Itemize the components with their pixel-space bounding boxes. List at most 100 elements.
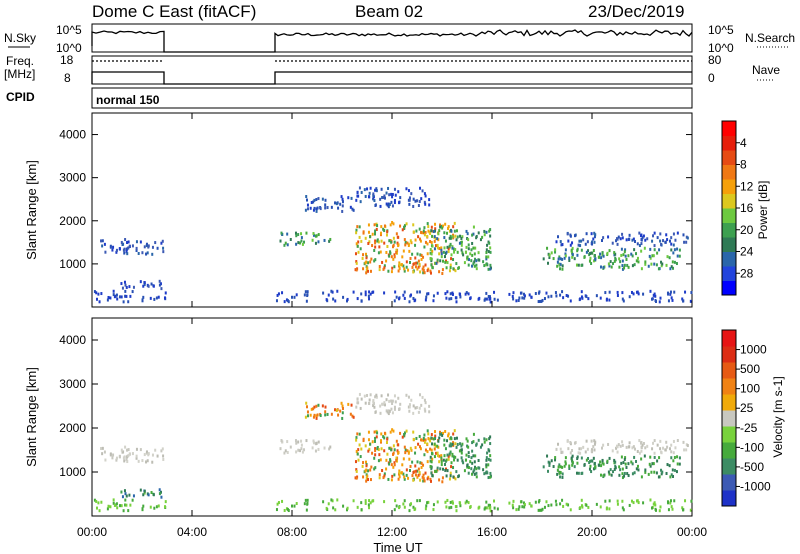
range-gate-cell bbox=[106, 298, 109, 302]
range-gate-cell bbox=[667, 299, 670, 303]
range-gate-cell bbox=[341, 404, 344, 408]
range-gate-cell bbox=[122, 248, 125, 252]
range-gate-cell bbox=[467, 247, 470, 251]
range-gate-cell bbox=[408, 403, 411, 407]
range-gate-cell bbox=[580, 471, 583, 475]
range-gate-cell bbox=[430, 433, 433, 437]
range-gate-cell bbox=[672, 251, 675, 255]
freq-tick-top: 18 bbox=[60, 53, 74, 67]
range-gate-cell bbox=[354, 252, 357, 256]
range-gate-cell bbox=[557, 442, 560, 446]
range-gate-cell bbox=[125, 294, 128, 298]
range-gate-cell bbox=[439, 223, 442, 227]
range-gate-cell bbox=[112, 501, 115, 505]
range-gate-cell bbox=[118, 455, 121, 459]
range-gate-cell bbox=[162, 246, 165, 250]
range-gate-cell bbox=[286, 450, 289, 454]
range-gate-cell bbox=[305, 439, 308, 443]
range-gate-cell bbox=[465, 250, 468, 254]
range-gate-cell bbox=[306, 410, 309, 414]
range-gate-cell bbox=[416, 469, 419, 473]
range-gate-cell bbox=[477, 438, 480, 442]
range-gate-cell bbox=[612, 470, 615, 474]
range-gate-cell bbox=[382, 476, 385, 480]
range-gate-cell bbox=[357, 458, 360, 462]
range-gate-cell bbox=[449, 292, 452, 296]
range-gate-cell bbox=[460, 448, 463, 452]
range-gate-cell bbox=[395, 295, 398, 299]
range-gate-cell bbox=[569, 508, 572, 512]
range-gate-cell bbox=[402, 293, 405, 297]
range-gate-cell bbox=[391, 204, 394, 208]
range-gate-cell bbox=[649, 455, 652, 459]
range-gate-cell bbox=[137, 251, 140, 255]
range-gate-cell bbox=[364, 444, 367, 448]
range-gate-cell bbox=[429, 479, 432, 483]
range-gate-cell bbox=[295, 441, 298, 445]
range-gate-cell bbox=[632, 445, 635, 449]
range-gate-cell bbox=[364, 236, 367, 240]
range-gate-cell bbox=[653, 455, 656, 459]
range-gate-cell bbox=[393, 405, 396, 409]
range-gate-cell bbox=[164, 500, 167, 504]
range-gate-cell bbox=[359, 247, 362, 251]
range-gate-cell bbox=[316, 206, 319, 210]
range-gate-cell bbox=[418, 445, 421, 449]
colorbar-tick-label: -100 bbox=[740, 440, 764, 454]
range-gate-cell bbox=[368, 506, 371, 510]
range-gate-cell bbox=[540, 508, 543, 512]
range-gate-cell bbox=[496, 298, 499, 302]
range-gate-cell bbox=[399, 402, 402, 406]
range-gate-cell bbox=[461, 442, 464, 446]
range-gate-cell bbox=[304, 208, 307, 212]
range-gate-cell bbox=[408, 405, 411, 409]
range-gate-cell bbox=[578, 239, 581, 243]
range-gate-cell bbox=[127, 448, 130, 452]
range-gate-cell bbox=[422, 463, 425, 467]
range-gate-cell bbox=[435, 244, 438, 248]
range-gate-cell bbox=[143, 491, 146, 495]
range-gate-cell bbox=[640, 242, 643, 246]
range-gate-cell bbox=[560, 243, 563, 247]
range-gate-cell bbox=[578, 447, 581, 451]
range-gate-cell bbox=[594, 257, 597, 261]
range-gate-cell bbox=[444, 447, 447, 451]
range-gate-cell bbox=[576, 253, 579, 257]
range-gate-cell bbox=[300, 447, 303, 451]
range-gate-cell bbox=[592, 259, 595, 263]
range-gate-cell bbox=[131, 244, 134, 248]
range-gate-cell bbox=[128, 244, 131, 248]
range-gate-cell bbox=[358, 235, 361, 239]
range-gate-cell bbox=[332, 506, 335, 510]
range-gate-cell bbox=[448, 269, 451, 273]
station-title: Dome C East (fitACF) bbox=[92, 2, 256, 21]
range-gate-cell bbox=[286, 440, 289, 444]
range-gate-cell bbox=[625, 465, 628, 469]
range-gate-cell bbox=[120, 490, 123, 494]
range-gate-cell bbox=[648, 254, 651, 258]
range-gate-cell bbox=[422, 473, 425, 477]
range-gate-cell bbox=[671, 298, 674, 302]
range-gate-cell bbox=[465, 245, 468, 249]
range-gate-cell bbox=[489, 505, 492, 509]
range-gate-cell bbox=[383, 472, 386, 476]
range-gate-cell bbox=[620, 247, 623, 251]
range-gate-cell bbox=[132, 494, 135, 498]
range-gate-cell bbox=[656, 236, 659, 240]
colorbar-swatch bbox=[722, 164, 736, 180]
range-gate-cell bbox=[146, 251, 149, 255]
range-gate-cell bbox=[397, 443, 400, 447]
range-gate-cell bbox=[415, 229, 418, 233]
range-gate-cell bbox=[615, 446, 618, 450]
range-gate-cell bbox=[436, 243, 439, 247]
range-gate-cell bbox=[488, 437, 491, 441]
range-gate-cell bbox=[637, 468, 640, 472]
range-gate-cell bbox=[411, 474, 414, 478]
range-gate-cell bbox=[465, 453, 468, 457]
range-gate-cell bbox=[132, 285, 135, 289]
range-gate-cell bbox=[366, 261, 369, 265]
range-gate-cell bbox=[627, 265, 630, 269]
range-gate-cell bbox=[640, 238, 643, 242]
range-gate-cell bbox=[672, 474, 675, 478]
range-gate-cell bbox=[452, 455, 455, 459]
